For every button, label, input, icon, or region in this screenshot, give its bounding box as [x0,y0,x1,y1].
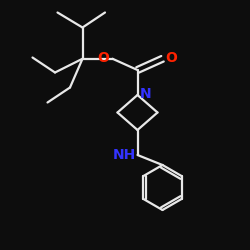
Text: N: N [140,87,151,101]
Text: O: O [166,50,177,64]
Text: O: O [98,50,110,64]
Text: NH: NH [113,148,136,162]
